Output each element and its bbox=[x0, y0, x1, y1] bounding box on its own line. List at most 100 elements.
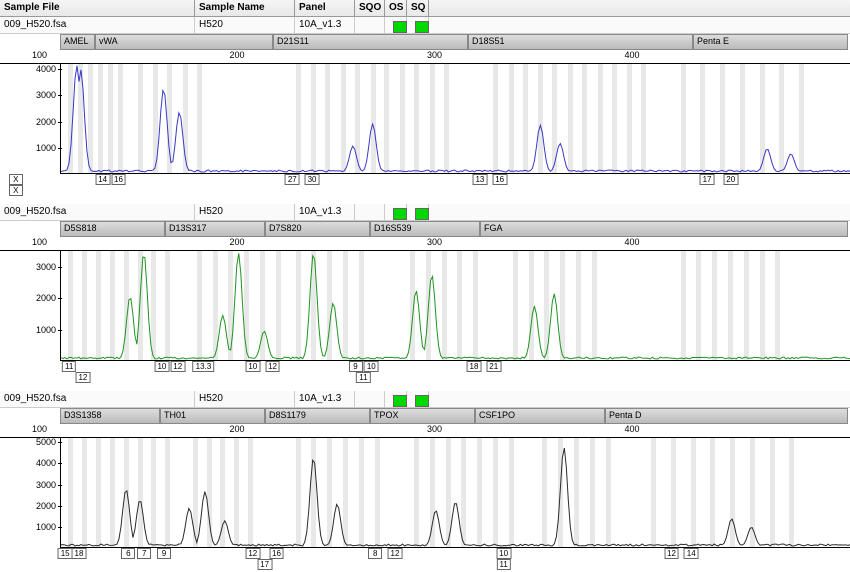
allele-call[interactable]: 10 bbox=[245, 361, 260, 372]
marker-row: D3S1358TH01D8S1179TPOXCSF1POPenta D bbox=[0, 408, 850, 424]
allele-call[interactable]: 7 bbox=[137, 548, 151, 559]
allele-call[interactable]: 15 bbox=[58, 548, 73, 559]
y-tick: 1000 bbox=[36, 143, 56, 153]
allele-call[interactable]: 12 bbox=[388, 548, 403, 559]
sample-info-row: 009_H520.fsaH52010A_v1.3 bbox=[0, 17, 850, 34]
allele-call[interactable]: 14 bbox=[684, 548, 699, 559]
y-tick: 2000 bbox=[36, 501, 56, 511]
plot-area[interactable] bbox=[60, 251, 850, 361]
trace-line bbox=[61, 66, 850, 172]
allele-call[interactable]: 12 bbox=[75, 372, 90, 383]
marker-label: CSF1PO bbox=[475, 408, 605, 424]
x-tick: 300 bbox=[427, 50, 442, 60]
electropherogram-panel: 009_H520.fsaH52010A_v1.3D5S818D13S317D7S… bbox=[0, 204, 850, 385]
x-tick: 400 bbox=[624, 237, 639, 247]
x-tick: 300 bbox=[427, 424, 442, 434]
y-tick: 2000 bbox=[36, 117, 56, 127]
allele-call[interactable]: 17 bbox=[257, 559, 272, 570]
allele-call[interactable]: 17 bbox=[700, 174, 715, 185]
allele-call[interactable]: 30 bbox=[305, 174, 320, 185]
plot-area[interactable] bbox=[60, 438, 850, 548]
allele-call[interactable]: 12 bbox=[245, 548, 260, 559]
marker-label: FGA bbox=[480, 221, 848, 237]
y-tick: 4000 bbox=[36, 458, 56, 468]
marker-label: TPOX bbox=[370, 408, 475, 424]
x-tick: 100 bbox=[32, 424, 47, 434]
sample-file-value: 009_H520.fsa bbox=[0, 391, 195, 407]
allele-call[interactable]: 10 bbox=[154, 361, 169, 372]
allele-call[interactable]: 16 bbox=[269, 548, 284, 559]
col-sqo[interactable]: SQO bbox=[355, 0, 385, 16]
x-axis: 100200300400 bbox=[0, 237, 850, 251]
allele-call[interactable]: 13.3 bbox=[193, 361, 215, 372]
sample-file-value: 009_H520.fsa bbox=[0, 17, 195, 33]
y-tick: 3000 bbox=[36, 480, 56, 490]
allele-call[interactable]: 14 bbox=[95, 174, 110, 185]
allele-call[interactable]: 12 bbox=[170, 361, 185, 372]
panel-value: 10A_v1.3 bbox=[295, 17, 355, 33]
allele-call[interactable]: 11 bbox=[496, 559, 510, 570]
allele-call[interactable]: 6 bbox=[121, 548, 135, 559]
x-axis: 100200300400 bbox=[0, 424, 850, 438]
col-os[interactable]: OS bbox=[385, 0, 407, 16]
allele-call[interactable]: 10 bbox=[496, 548, 511, 559]
allele-call[interactable]: 21 bbox=[486, 361, 501, 372]
header-row: Sample File Sample Name Panel SQO OS SQ bbox=[0, 0, 850, 17]
x-tick: 200 bbox=[229, 424, 244, 434]
allele-call[interactable]: X bbox=[9, 174, 23, 185]
sq-indicator bbox=[407, 17, 429, 33]
sample-info-row: 009_H520.fsaH52010A_v1.3 bbox=[0, 391, 850, 408]
allele-call[interactable]: 16 bbox=[111, 174, 126, 185]
allele-call[interactable]: 18 bbox=[72, 548, 87, 559]
chart-area: 10002000300040005000 bbox=[0, 438, 850, 548]
marker-label: D8S1179 bbox=[265, 408, 370, 424]
sqo-value bbox=[355, 391, 385, 407]
marker-label: D13S317 bbox=[165, 221, 265, 237]
allele-call[interactable]: 11 bbox=[62, 361, 76, 372]
x-tick: 300 bbox=[427, 237, 442, 247]
allele-call-row: XX1416273013161720 bbox=[0, 174, 850, 198]
col-panel[interactable]: Panel bbox=[295, 0, 355, 16]
allele-call[interactable]: 27 bbox=[285, 174, 300, 185]
x-tick: 100 bbox=[32, 237, 47, 247]
allele-call[interactable]: 10 bbox=[364, 361, 379, 372]
sample-info-row: 009_H520.fsaH52010A_v1.3 bbox=[0, 204, 850, 221]
allele-call[interactable]: 18 bbox=[467, 361, 482, 372]
y-tick: 2000 bbox=[36, 293, 56, 303]
allele-call[interactable]: X bbox=[9, 185, 23, 196]
x-tick: 200 bbox=[229, 50, 244, 60]
marker-label: vWA bbox=[95, 34, 273, 50]
sample-name-value: H520 bbox=[195, 391, 295, 407]
electropherogram-panel: 009_H520.fsaH52010A_v1.3AMELvWAD21S11D18… bbox=[0, 17, 850, 198]
sq-indicator bbox=[407, 391, 429, 407]
allele-call[interactable]: 9 bbox=[157, 548, 171, 559]
allele-call[interactable]: 13 bbox=[472, 174, 487, 185]
trace-svg bbox=[61, 438, 850, 547]
allele-call[interactable]: 11 bbox=[356, 372, 370, 383]
trace-svg bbox=[61, 251, 850, 360]
chart-area: 1000200030004000 bbox=[0, 64, 850, 174]
y-tick: 4000 bbox=[36, 64, 56, 74]
marker-label: D5S818 bbox=[60, 221, 165, 237]
sq-indicator bbox=[407, 204, 429, 220]
allele-call[interactable]: 20 bbox=[723, 174, 738, 185]
x-tick: 400 bbox=[624, 50, 639, 60]
y-tick: 5000 bbox=[36, 437, 56, 447]
os-indicator bbox=[385, 391, 407, 407]
electropherogram-panel: 009_H520.fsaH52010A_v1.3D3S1358TH01D8S11… bbox=[0, 391, 850, 572]
panel-value: 10A_v1.3 bbox=[295, 204, 355, 220]
marker-label: D7S820 bbox=[265, 221, 370, 237]
allele-call[interactable]: 16 bbox=[492, 174, 507, 185]
col-sq[interactable]: SQ bbox=[407, 0, 429, 16]
trace-line bbox=[61, 253, 850, 359]
os-indicator bbox=[385, 204, 407, 220]
col-sample-file[interactable]: Sample File bbox=[0, 0, 195, 16]
col-sample-name[interactable]: Sample Name bbox=[195, 0, 295, 16]
trace-line bbox=[61, 448, 850, 546]
allele-call[interactable]: 8 bbox=[368, 548, 382, 559]
allele-call[interactable]: 9 bbox=[349, 361, 363, 372]
allele-call[interactable]: 12 bbox=[664, 548, 679, 559]
marker-label: Penta D bbox=[605, 408, 848, 424]
allele-call[interactable]: 12 bbox=[265, 361, 280, 372]
plot-area[interactable] bbox=[60, 64, 850, 174]
